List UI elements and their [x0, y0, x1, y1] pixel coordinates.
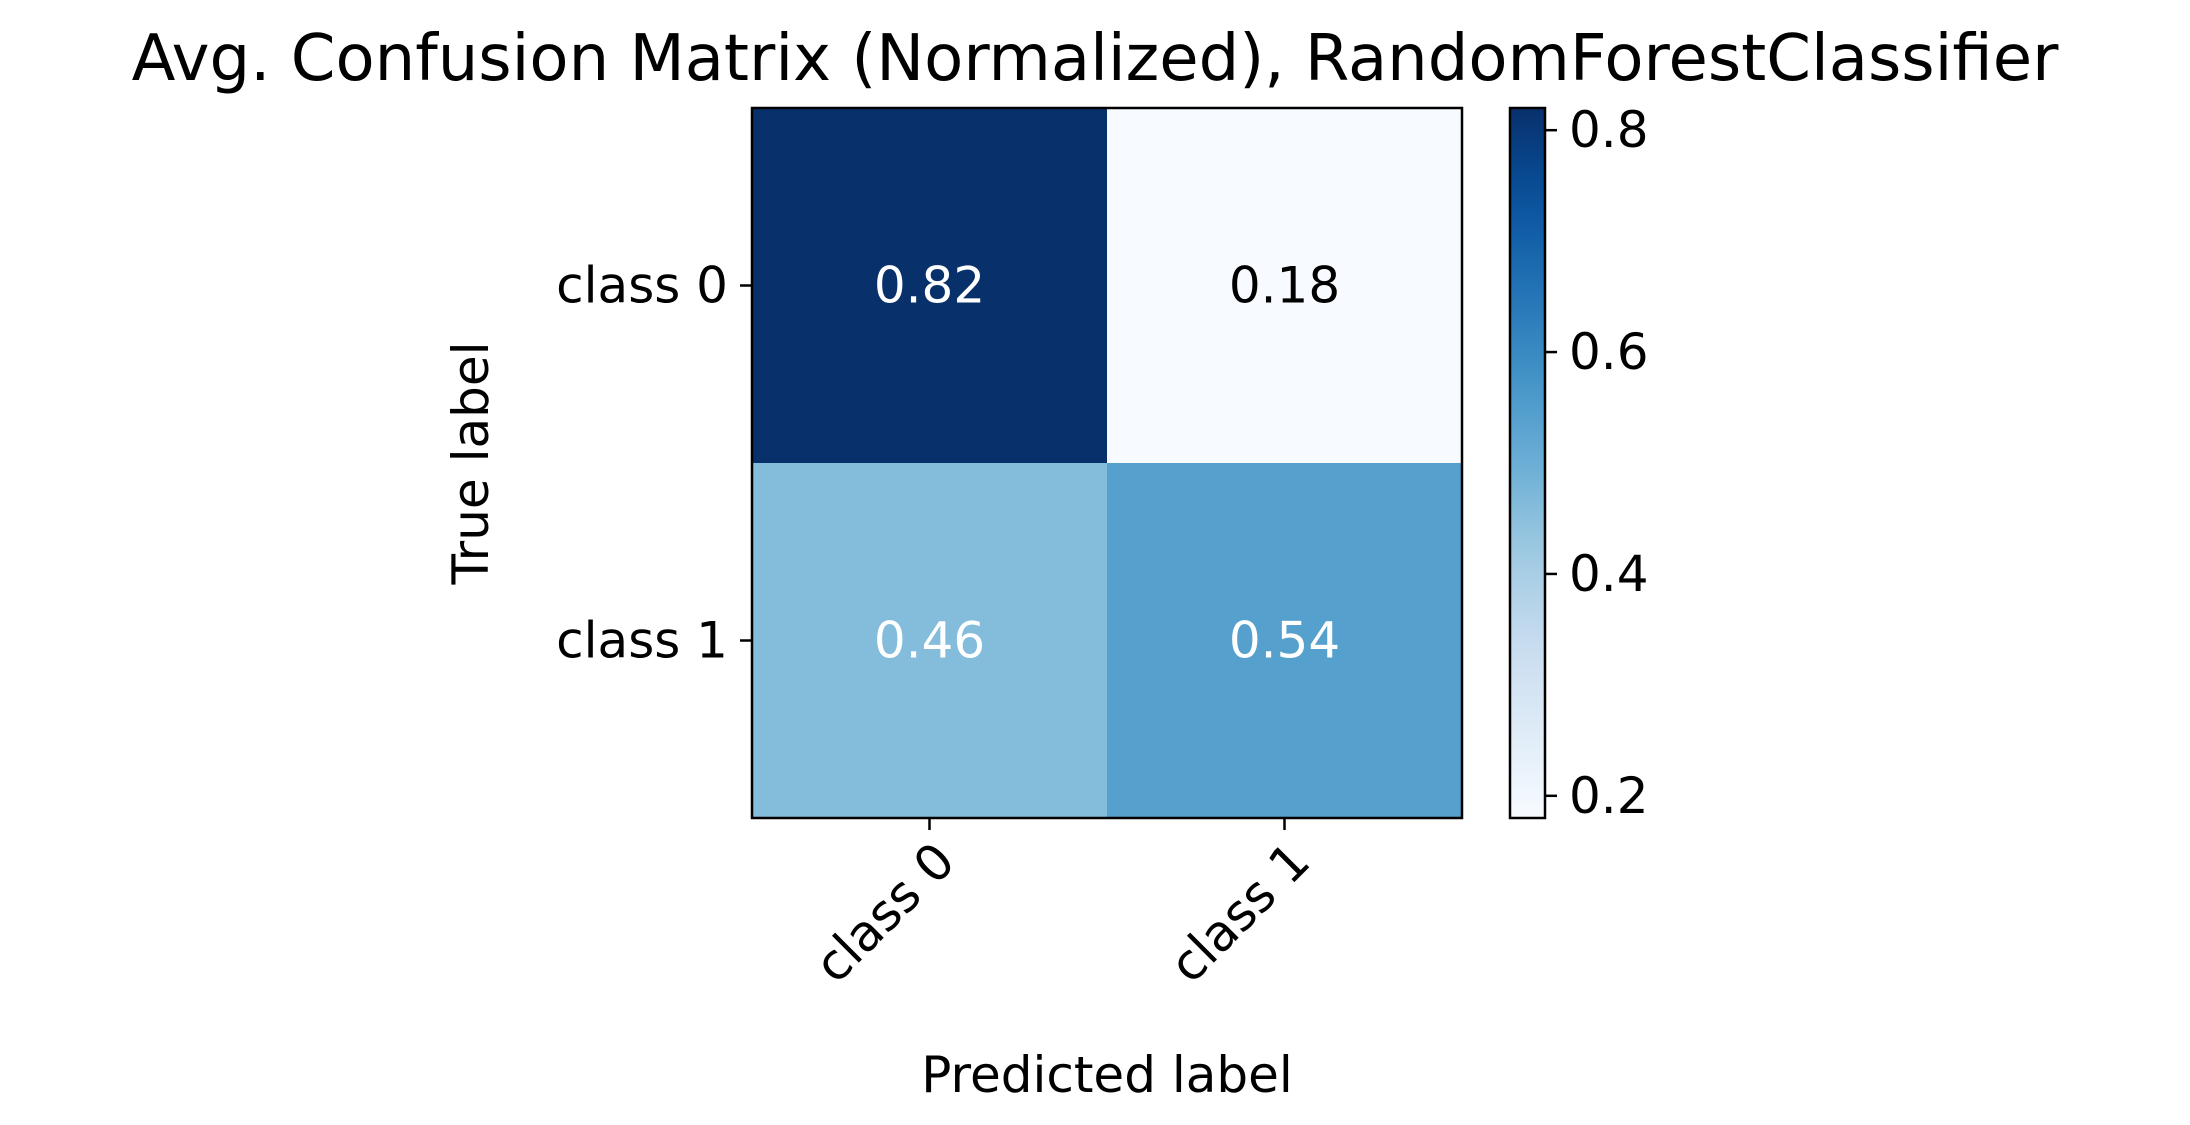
cell-0-1: [1107, 108, 1463, 464]
cell-value-1-0: 0.46: [874, 612, 985, 670]
cell-1-1: [1107, 463, 1463, 819]
x-tick-label-1: class 1: [1158, 831, 1321, 994]
colorbar: [1508, 106, 1547, 820]
y-tick-label-0: class 0: [556, 257, 728, 315]
cell-0-0: [752, 108, 1108, 464]
cell-value-0-0: 0.82: [874, 257, 985, 315]
colorbar-tick-label-3: 0.8: [1569, 101, 1649, 159]
heatmap-cells: [752, 108, 1463, 819]
cell-value-labels: 0.82 0.18 0.46 0.54: [874, 257, 1340, 670]
cell-1-0: [752, 463, 1108, 819]
cell-value-1-1: 0.54: [1229, 612, 1340, 670]
y-tick-label-1: class 1: [556, 612, 728, 670]
colorbar-tick-label-1: 0.4: [1569, 545, 1649, 603]
colorbar-ticks: 0.2 0.4 0.6 0.8: [1545, 101, 1649, 825]
chart-title: Avg. Confusion Matrix (Normalized), Rand…: [132, 22, 2060, 96]
x-tick-label-0: class 0: [803, 831, 966, 994]
axes-frame: [750, 106, 1464, 820]
colorbar-tick-label-2: 0.6: [1569, 323, 1649, 381]
y-axis-ticks: class 0 class 1: [556, 257, 752, 670]
cell-value-0-1: 0.18: [1229, 257, 1340, 315]
y-axis-label: True label: [442, 341, 500, 585]
x-axis-ticks: class 0 class 1: [803, 818, 1321, 994]
x-axis-label: Predicted label: [921, 1046, 1293, 1104]
colorbar-tick-label-0: 0.2: [1569, 767, 1649, 825]
